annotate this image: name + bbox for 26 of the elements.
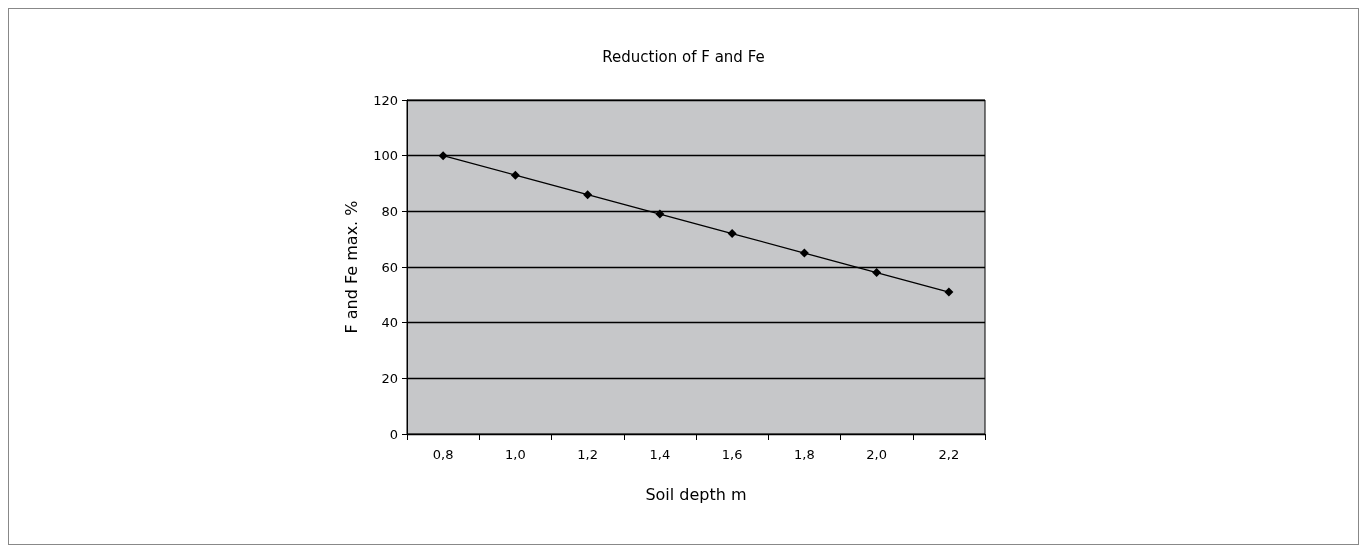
point [872, 268, 882, 278]
y-tick-label: 40 [381, 315, 398, 331]
y-tick-label: 0 [389, 426, 398, 442]
point [944, 287, 954, 297]
x-tick-label: 1,4 [649, 447, 671, 462]
x-tick-label: 1,0 [505, 447, 526, 462]
x-tick-label: 1,2 [577, 447, 598, 462]
y-tick-label: 100 [373, 148, 398, 164]
y-tick-label: 80 [381, 203, 398, 219]
y-tick-label: 120 [373, 92, 398, 108]
point [799, 248, 809, 258]
point [655, 209, 665, 219]
point [438, 151, 448, 161]
point [583, 190, 593, 200]
point [510, 170, 520, 180]
x-tick-label: 0,8 [432, 447, 454, 462]
x-tick-label: 1,8 [794, 447, 815, 462]
y-tick-label: 20 [381, 370, 398, 386]
x-tick-label: 1,6 [721, 447, 743, 462]
x-tick-label: 2,0 [866, 447, 887, 462]
point [727, 229, 737, 239]
y-axis-title: F and Fe max. % [341, 200, 361, 334]
y-tick-label: 60 [381, 259, 398, 275]
chart-title: Reduction of F and Fe [602, 47, 765, 66]
x-tick-label: 2,2 [938, 447, 960, 462]
x-axis-title: Soil depth m [645, 484, 747, 504]
